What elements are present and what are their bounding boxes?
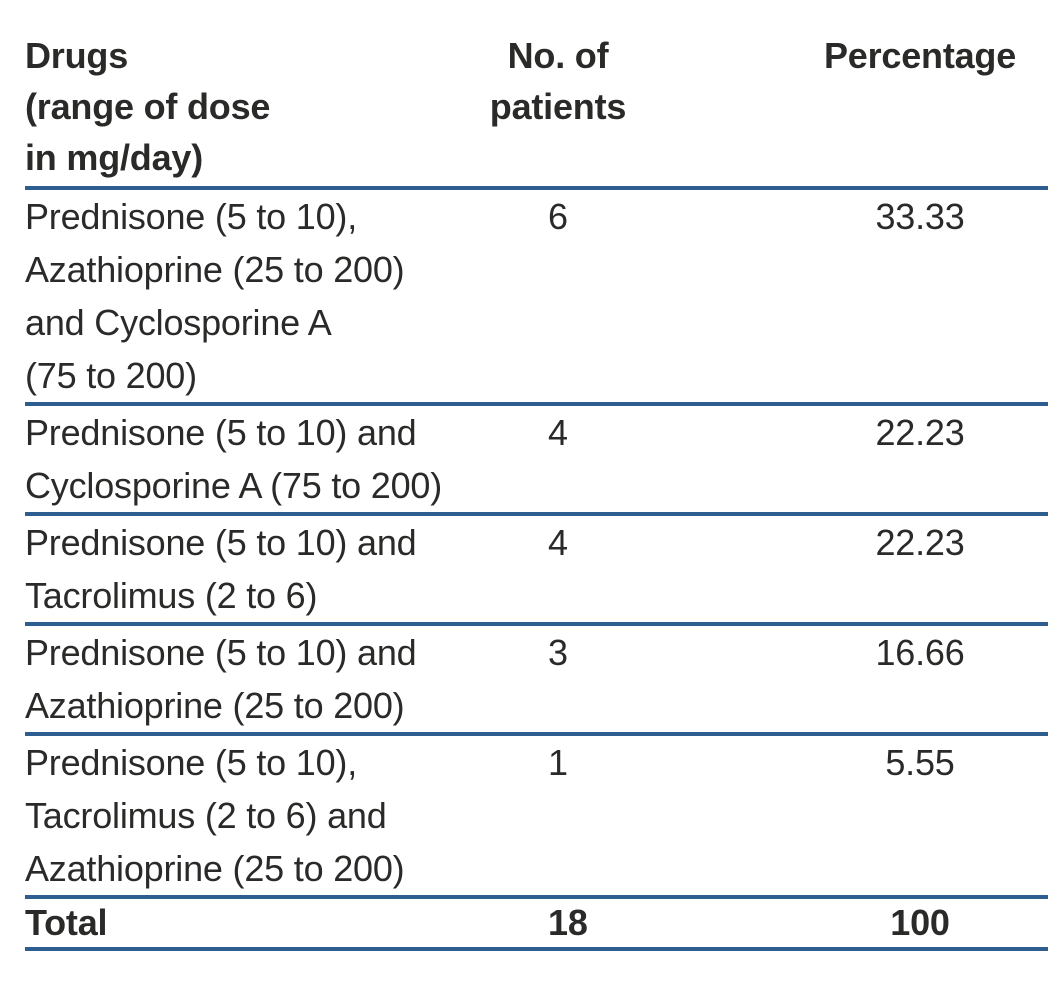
patients-cell: 1 [480, 734, 792, 899]
drug-cell: Prednisone (5 to 10), Azathioprine (25 t… [25, 188, 480, 406]
col-header-drugs: Drugs (range of dose in mg/day) [25, 30, 480, 190]
col-header-percentage: Percentage [792, 30, 1048, 190]
drug-cell: Prednisone (5 to 10), Tacrolimus (2 to 6… [25, 734, 480, 899]
table-row: Prednisone (5 to 10), Azathioprine (25 t… [25, 188, 1048, 406]
total-row: Total 18 100 [25, 897, 1048, 951]
percentage-cell: 5.55 [792, 734, 1048, 899]
drug-cell: Prednisone (5 to 10) and Tacrolimus (2 t… [25, 514, 480, 626]
drug-cell: Prednisone (5 to 10) and Azathioprine (2… [25, 624, 480, 736]
patients-cell: 4 [480, 404, 792, 516]
patients-cell: 4 [480, 514, 792, 626]
col-header-patients: No. of patients [480, 30, 792, 190]
patients-cell: 6 [480, 188, 792, 406]
header-row: Drugs (range of dose in mg/day) No. of p… [25, 30, 1048, 190]
percentage-cell: 22.23 [792, 404, 1048, 516]
table-row: Prednisone (5 to 10) and Azathioprine (2… [25, 624, 1048, 736]
patients-cell: 3 [480, 624, 792, 736]
total-label-cell: Total [25, 897, 480, 951]
percentage-cell: 16.66 [792, 624, 1048, 736]
drug-dosage-table: Drugs (range of dose in mg/day) No. of p… [25, 30, 1048, 951]
percentage-cell: 22.23 [792, 514, 1048, 626]
total-percentage-cell: 100 [792, 897, 1048, 951]
table-row: Prednisone (5 to 10), Tacrolimus (2 to 6… [25, 734, 1048, 899]
drug-cell: Prednisone (5 to 10) and Cyclosporine A … [25, 404, 480, 516]
table-row: Prednisone (5 to 10) and Cyclosporine A … [25, 404, 1048, 516]
total-patients-cell: 18 [480, 897, 792, 951]
table-row: Prednisone (5 to 10) and Tacrolimus (2 t… [25, 514, 1048, 626]
percentage-cell: 33.33 [792, 188, 1048, 406]
